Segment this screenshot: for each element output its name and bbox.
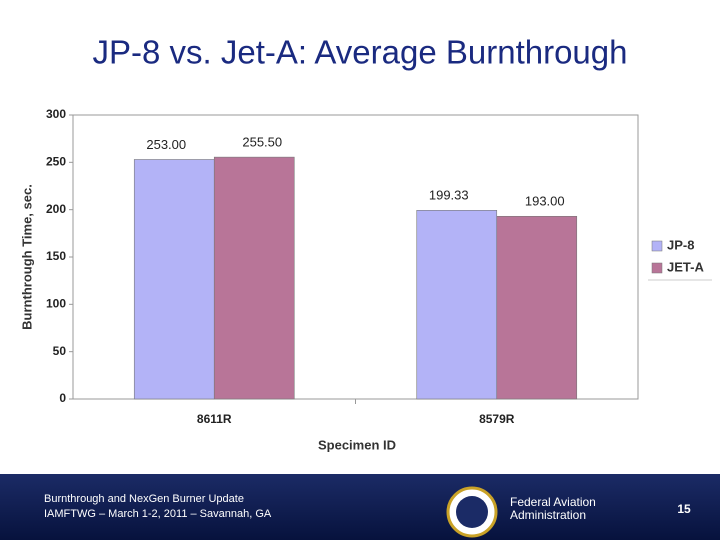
value-label: 199.33 [429, 188, 469, 203]
y-tick-label: 0 [59, 391, 66, 405]
bar [496, 215, 578, 400]
legend-swatch [651, 262, 663, 274]
footer-band [0, 474, 720, 540]
faa-logo-inner [456, 496, 488, 528]
x-tick-label: 8611R [197, 412, 232, 426]
legend-label: JP-8 [667, 237, 694, 252]
y-tick-label: 150 [46, 249, 66, 263]
x-axis-title: Specimen ID [318, 437, 396, 452]
page-number: 15 [677, 502, 691, 516]
agency-text: Administration [510, 508, 586, 522]
x-tick-label: 8579R [479, 412, 515, 426]
footer-text: IAMFTWG – March 1-2, 2011 – Savannah, GA [44, 508, 272, 520]
value-label: 193.00 [525, 194, 565, 209]
y-tick-label: 200 [46, 202, 66, 216]
slide-title: JP-8 vs. Jet-A: Average Burnthrough [92, 34, 627, 71]
value-label: 253.00 [146, 137, 186, 152]
y-tick-label: 300 [46, 107, 66, 121]
y-axis-title: Burnthrough Time, sec. [19, 184, 34, 330]
bar [213, 156, 295, 400]
y-tick-label: 100 [46, 297, 66, 311]
y-tick-label: 50 [53, 344, 67, 358]
legend-swatch [651, 240, 663, 252]
footer-text: Burnthrough and NexGen Burner Update [44, 493, 244, 505]
bar [133, 159, 215, 400]
legend-label: JET-A [667, 259, 704, 274]
bar [416, 210, 498, 400]
y-tick-label: 250 [46, 155, 66, 169]
agency-text: Federal Aviation [510, 495, 596, 509]
value-label: 255.50 [242, 135, 282, 150]
